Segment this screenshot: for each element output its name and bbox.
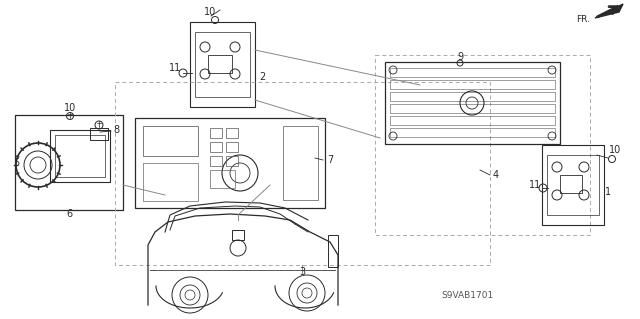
Text: 8: 8 — [113, 125, 119, 135]
Bar — [143, 163, 198, 201]
Bar — [375, 55, 590, 235]
Text: 9: 9 — [457, 52, 463, 62]
Bar — [210, 128, 222, 138]
Bar — [210, 142, 222, 152]
Text: 2: 2 — [259, 72, 265, 82]
Text: 10: 10 — [609, 145, 621, 155]
Bar — [50, 130, 110, 182]
Text: 3: 3 — [299, 267, 305, 277]
Bar — [547, 155, 599, 215]
Text: 11: 11 — [169, 63, 181, 73]
Text: 10: 10 — [204, 7, 216, 17]
Bar — [115, 82, 490, 265]
Bar — [90, 128, 108, 140]
Bar — [195, 32, 250, 97]
Bar — [190, 22, 255, 107]
Bar — [542, 145, 604, 225]
Text: 5: 5 — [13, 158, 19, 168]
Text: 4: 4 — [493, 170, 499, 180]
Polygon shape — [595, 4, 623, 18]
Bar — [328, 235, 338, 267]
Bar — [208, 55, 232, 73]
Bar — [390, 104, 555, 113]
Bar — [390, 68, 555, 77]
Bar — [210, 156, 222, 166]
Text: 6: 6 — [66, 209, 72, 219]
Bar — [560, 175, 582, 193]
Bar — [135, 118, 325, 208]
Text: 1: 1 — [605, 187, 611, 197]
Bar — [226, 128, 238, 138]
Bar — [390, 92, 555, 101]
Text: S9VAB1701: S9VAB1701 — [442, 292, 494, 300]
Bar — [232, 230, 244, 240]
Bar — [15, 115, 123, 210]
Bar — [226, 156, 238, 166]
Bar — [385, 62, 560, 144]
Bar — [226, 142, 238, 152]
Text: 7: 7 — [327, 155, 333, 165]
Bar — [390, 116, 555, 125]
Text: 10: 10 — [64, 103, 76, 113]
Bar — [143, 126, 198, 156]
Text: 11: 11 — [529, 180, 541, 190]
Bar — [283, 126, 318, 200]
Bar — [390, 80, 555, 89]
Bar — [210, 170, 235, 188]
Bar — [55, 135, 105, 177]
Text: FR.: FR. — [576, 16, 590, 25]
Bar — [390, 128, 555, 137]
